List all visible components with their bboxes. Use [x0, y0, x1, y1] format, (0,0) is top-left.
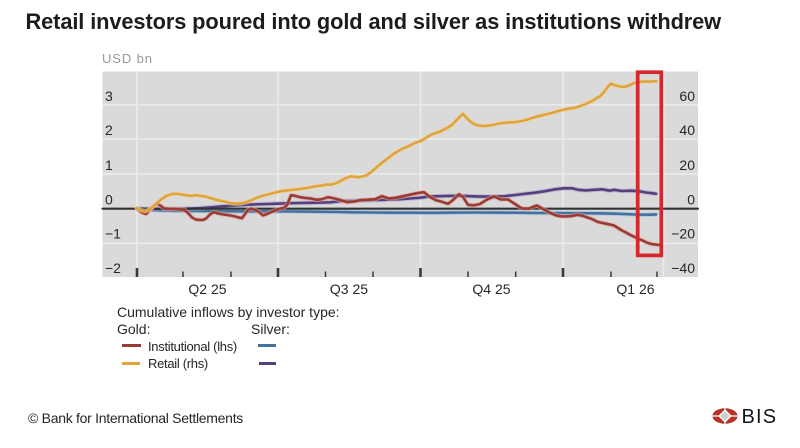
svg-text:1: 1 [105, 157, 113, 173]
svg-text:Q3 25: Q3 25 [330, 281, 368, 297]
svg-text:0: 0 [105, 191, 113, 207]
svg-text:2: 2 [105, 122, 113, 138]
svg-text:Q1 26: Q1 26 [616, 281, 654, 297]
svg-text:60: 60 [679, 88, 695, 104]
svg-text:3: 3 [105, 88, 113, 104]
svg-text:−2: −2 [105, 260, 121, 276]
svg-text:20: 20 [679, 157, 695, 173]
svg-text:Q4 25: Q4 25 [472, 281, 510, 297]
svg-text:BIS: BIS [742, 406, 778, 428]
svg-text:−40: −40 [671, 260, 695, 276]
svg-text:Q2 25: Q2 25 [188, 281, 226, 297]
svg-text:−1: −1 [105, 226, 121, 242]
svg-text:−20: −20 [671, 226, 695, 242]
svg-text:0: 0 [687, 191, 695, 207]
svg-text:40: 40 [679, 122, 695, 138]
